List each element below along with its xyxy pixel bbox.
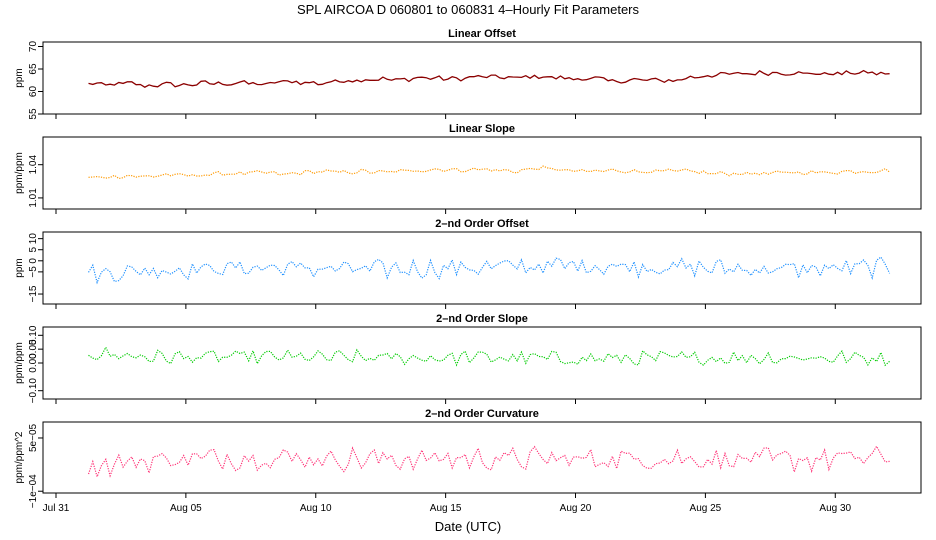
- x-tick-label: Aug 10: [300, 503, 332, 514]
- x-axis-label: Date (UTC): [435, 519, 501, 534]
- x-tick-label: Aug 20: [560, 503, 592, 514]
- x-tick-label: Aug 30: [819, 503, 851, 514]
- panel-frame: [42, 421, 922, 494]
- panel-1: Linear Offset ppm 55 60 65 70: [14, 28, 922, 120]
- y-tick-label: 10: [28, 233, 39, 245]
- y-tick-label: −1e−04: [28, 474, 39, 508]
- y-tick-label: −5: [28, 266, 39, 278]
- panels: Linear Offset ppm 55 60 65 70 Linear Slope ppm/…: [14, 28, 922, 508]
- y-tick-label: 0: [28, 258, 39, 264]
- x-tick-label: Aug 25: [690, 503, 722, 514]
- y-tick-label: −0.10: [28, 378, 39, 404]
- y-tick-label: 5e−05: [28, 423, 39, 452]
- panel-3: 2–nd Order Offset ppm−15 −5 0 5 10: [14, 218, 922, 309]
- y-tick-label: 1.04: [28, 155, 39, 175]
- series-line: [87, 256, 891, 285]
- y-tick-label: 55: [28, 108, 39, 120]
- x-tick-label: Jul 31: [43, 503, 70, 514]
- y-axis-label: ppm: [14, 258, 25, 277]
- x-axis: Jul 31 Aug 05 Aug 10 Aug 15 Aug 20 Aug 25 Aug …: [43, 503, 852, 514]
- panel-title: Linear Offset: [448, 28, 516, 40]
- y-tick-label: 70: [28, 41, 39, 53]
- panel-frame: [42, 231, 922, 305]
- panel-frame: [42, 326, 922, 400]
- panel-title: 2–nd Order Slope: [436, 313, 528, 325]
- y-tick-label: 0.05: [28, 339, 39, 359]
- panel-title: 2–nd Order Offset: [435, 218, 529, 230]
- y-tick-label: 0.10: [28, 325, 39, 345]
- series-line: [88, 345, 890, 367]
- series-line: [88, 165, 890, 180]
- figure-title: SPL AIRCOA D 060801 to 060831 4–Hourly F…: [297, 2, 640, 17]
- y-axis-label: ppm/ppm: [14, 152, 25, 194]
- x-tick-label: Aug 15: [430, 503, 462, 514]
- panel-frame: [42, 136, 922, 210]
- y-axis-label: ppm/ppm^2: [14, 431, 25, 483]
- y-tick-label: 5: [28, 247, 39, 253]
- y-tick-label: 60: [28, 86, 39, 98]
- panel-5: 2–nd Order Curvature ppm/ppm^2−1e−04 5e−05: [14, 408, 922, 508]
- x-tick-label: Aug 05: [170, 503, 202, 514]
- y-tick-label: 0.00: [28, 353, 39, 373]
- series-line: [88, 69, 890, 88]
- panel-frame: [42, 41, 922, 115]
- y-axis-label: ppm/ppm: [14, 342, 25, 384]
- y-tick-label: 1.01: [28, 188, 39, 208]
- panel-title: Linear Slope: [449, 123, 515, 135]
- y-axis-label: ppm: [14, 68, 25, 87]
- series-line: [87, 445, 890, 479]
- panel-title: 2–nd Order Curvature: [425, 408, 539, 420]
- y-tick-label: −15: [28, 285, 39, 302]
- panel-4: 2–nd Order Slope ppm/ppm−0.10 0.000.050.10: [14, 313, 922, 404]
- y-tick-label: 65: [28, 63, 39, 75]
